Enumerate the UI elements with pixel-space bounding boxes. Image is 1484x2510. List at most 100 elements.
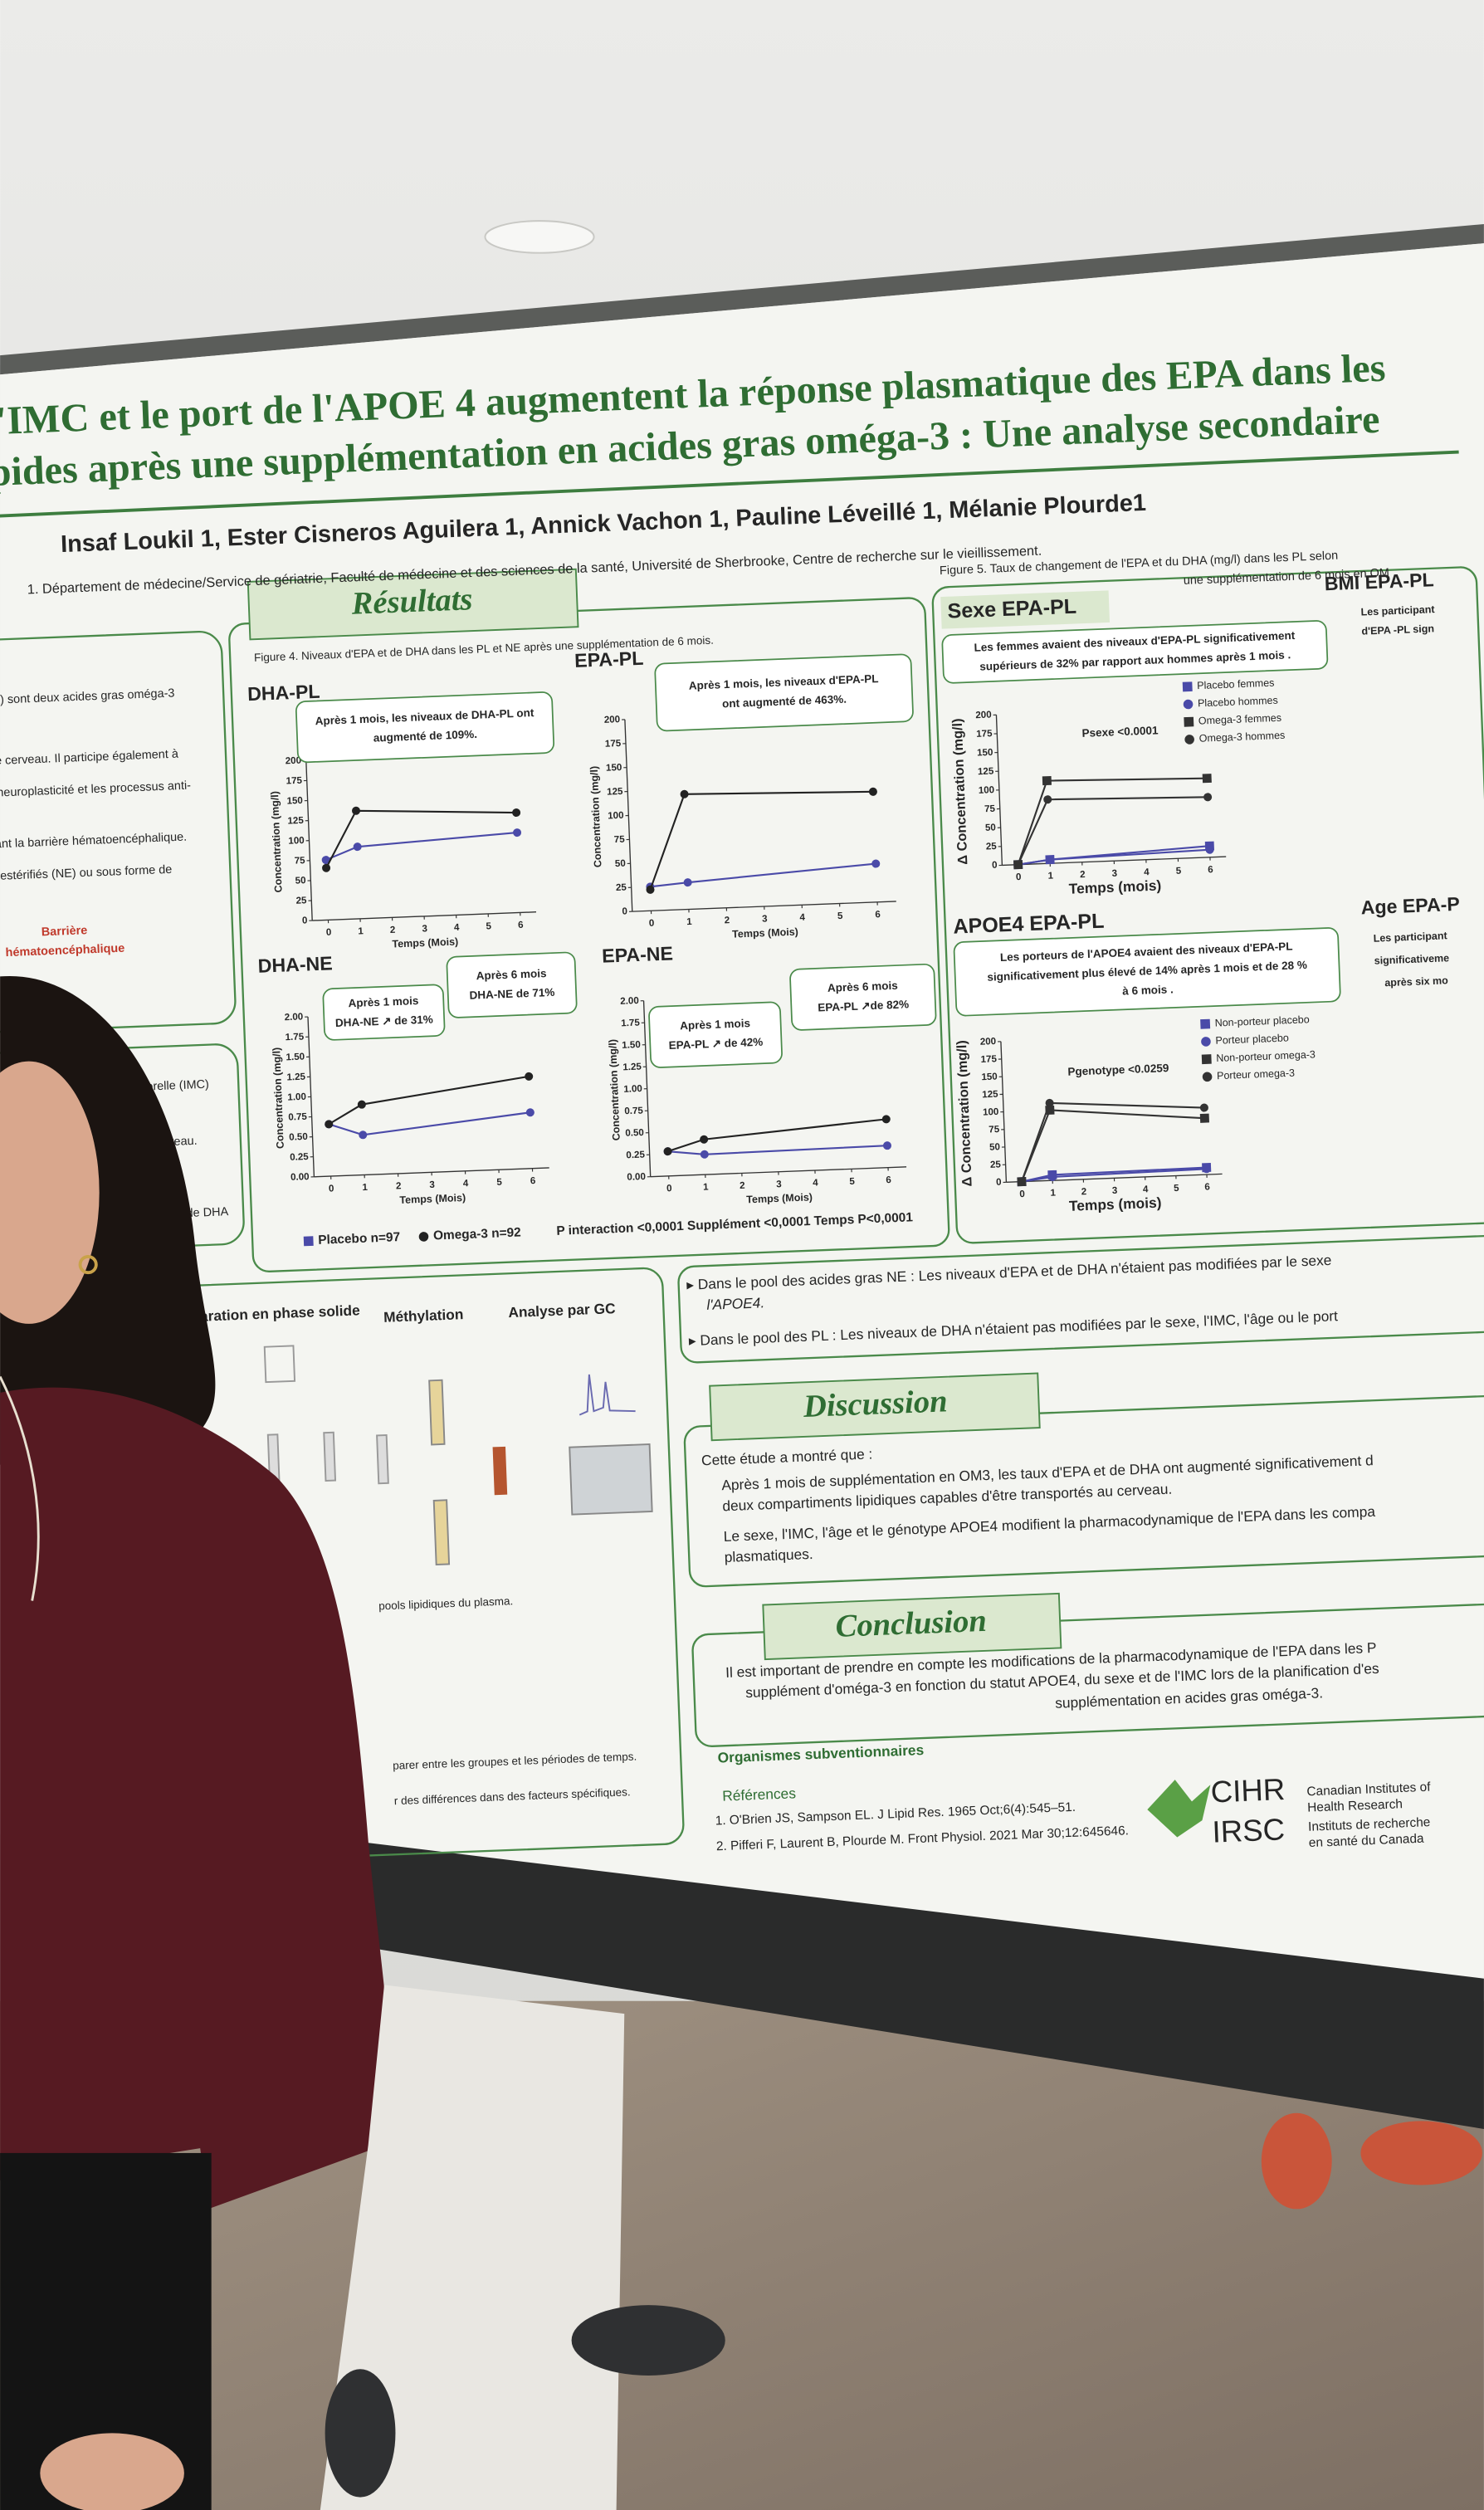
chart-title-box bbox=[940, 590, 1111, 629]
y-tick-label: 1.00 bbox=[287, 1092, 306, 1103]
face bbox=[0, 1061, 100, 1324]
y-tick-label: 1.00 bbox=[623, 1084, 642, 1095]
x-tick-label: 0 bbox=[649, 919, 655, 929]
y-tick-label: 0.00 bbox=[290, 1172, 310, 1183]
y-axis bbox=[305, 760, 313, 921]
shoe bbox=[1360, 2121, 1482, 2185]
section-heading: Discussion bbox=[802, 1384, 948, 1424]
legend-marker bbox=[1184, 735, 1194, 745]
x-tick-label: 1 bbox=[1047, 872, 1053, 881]
conclusion-box bbox=[691, 1602, 1484, 1747]
marker bbox=[1203, 793, 1213, 802]
results-heading-box bbox=[247, 568, 579, 641]
y-tick-label: 200 bbox=[286, 756, 302, 767]
legend-marker bbox=[1201, 1054, 1212, 1065]
y-tick-label: 25 bbox=[986, 842, 998, 852]
vial bbox=[432, 1499, 451, 1565]
x-axis-label: Temps (mois) bbox=[1068, 877, 1161, 896]
text: Analyse par GC bbox=[508, 1300, 616, 1321]
y-tick-label: 125 bbox=[287, 816, 304, 827]
x-tick-label: 5 bbox=[1174, 1184, 1179, 1194]
legend-marker bbox=[303, 1236, 314, 1247]
marker bbox=[871, 859, 881, 868]
x-tick-label: 6 bbox=[1204, 1182, 1210, 1192]
y-tick-label: 1.50 bbox=[286, 1052, 305, 1063]
text: significativeme bbox=[1374, 952, 1449, 966]
x-tick-label: 3 bbox=[776, 1179, 782, 1189]
poster-stand bbox=[352, 1840, 1484, 2129]
marker bbox=[1199, 1103, 1208, 1112]
y-tick-label: 75 bbox=[295, 856, 306, 867]
x-tick-label: 2 bbox=[390, 925, 396, 935]
chart: EPA-NE 0.00 0.25 0.50 0.75 1.00 1.25 1.50 1.75 2.… bbox=[602, 942, 937, 1205]
logo-text: IRSC bbox=[1212, 1812, 1286, 1848]
chart-title: Age EPA-P bbox=[1360, 893, 1460, 919]
x-tick-label: 3 bbox=[429, 1180, 435, 1190]
text: plasmatiques. bbox=[724, 1546, 813, 1565]
logo-text: Health Research bbox=[1307, 1797, 1403, 1814]
y-tick-label: 1.50 bbox=[622, 1040, 641, 1051]
marker bbox=[680, 789, 689, 798]
label: Barrière bbox=[41, 924, 88, 939]
marker bbox=[1042, 775, 1052, 786]
discussion-heading-box bbox=[709, 1372, 1041, 1442]
label: hématoencéphalique bbox=[5, 942, 124, 960]
marker bbox=[1046, 855, 1055, 864]
annotation: Après 6 mois bbox=[827, 979, 898, 994]
y-tick-label: 0.25 bbox=[626, 1150, 646, 1160]
y-tick-label: 0 bbox=[992, 861, 998, 871]
white-trousers bbox=[320, 1985, 625, 2510]
x-tick-label: 4 bbox=[463, 1179, 469, 1189]
chart: EPA-PL 0 25 50 75 100 125 150 175 200 0 1 2 3 4 5 6 Temps… bbox=[574, 647, 914, 940]
shoe bbox=[1261, 2112, 1332, 2210]
x-tick-label: 2 bbox=[1081, 1187, 1086, 1197]
marker bbox=[700, 1135, 709, 1144]
annotation: ont augmenté de 463%. bbox=[722, 693, 847, 711]
annotation-box bbox=[789, 963, 937, 1031]
marker bbox=[1202, 774, 1212, 784]
marker bbox=[325, 1120, 334, 1129]
y-tick-label: 175 bbox=[980, 1054, 997, 1065]
annotation: Après 1 mois bbox=[348, 994, 418, 1009]
marker bbox=[359, 1130, 368, 1140]
text: l'APOE4. bbox=[706, 1294, 765, 1313]
x-tick-label: 6 bbox=[875, 910, 881, 920]
y-tick-label: 2.00 bbox=[620, 996, 639, 1007]
x-tick-label: 6 bbox=[1208, 865, 1213, 875]
y-tick-label: 75 bbox=[984, 804, 996, 815]
x-tick-label: 4 bbox=[1144, 867, 1150, 877]
person bbox=[0, 975, 1482, 2510]
vial bbox=[428, 1379, 446, 1446]
legend-entry: Omega-3 n=92 bbox=[433, 1226, 521, 1243]
y-tick-label: 150 bbox=[286, 796, 303, 807]
chart-title: DHA-NE bbox=[257, 952, 333, 976]
y-tick-label: 0.25 bbox=[290, 1152, 310, 1163]
figure5-box bbox=[931, 566, 1484, 1244]
ceiling-light bbox=[484, 220, 595, 254]
y-tick-label: 25 bbox=[990, 1160, 1002, 1170]
y-tick-label: 25 bbox=[295, 896, 307, 906]
y-tick-label: 1.25 bbox=[622, 1062, 642, 1072]
y-tick-label: 50 bbox=[989, 1142, 1000, 1152]
legend-entry: Porteur placebo bbox=[1215, 1032, 1289, 1046]
x-tick-label: 2 bbox=[396, 1181, 402, 1191]
chromatogram bbox=[578, 1374, 636, 1416]
marker bbox=[646, 885, 655, 894]
text: pools lipidiques du plasma. bbox=[378, 1594, 514, 1612]
legend-marker bbox=[1182, 681, 1193, 692]
x-tick-label: 4 bbox=[1143, 1184, 1149, 1194]
x-tick-label: 5 bbox=[837, 911, 843, 921]
annotation-box bbox=[941, 620, 1329, 684]
x-tick-label: 4 bbox=[799, 913, 805, 923]
y-tick-label: 50 bbox=[985, 823, 996, 833]
tube bbox=[376, 1434, 389, 1485]
tube-rack bbox=[263, 1345, 296, 1384]
x-tick-label: 1 bbox=[686, 917, 692, 927]
legend-marker bbox=[1200, 1018, 1211, 1029]
x-tick-label: 3 bbox=[1111, 869, 1117, 879]
section-heading: Résultats bbox=[350, 582, 473, 622]
legend-marker bbox=[418, 1232, 429, 1242]
y-tick-label: 0 bbox=[302, 916, 308, 925]
logo-text: CIHR bbox=[1210, 1772, 1286, 1809]
legend-entry: Placebo hommes bbox=[1198, 695, 1278, 710]
